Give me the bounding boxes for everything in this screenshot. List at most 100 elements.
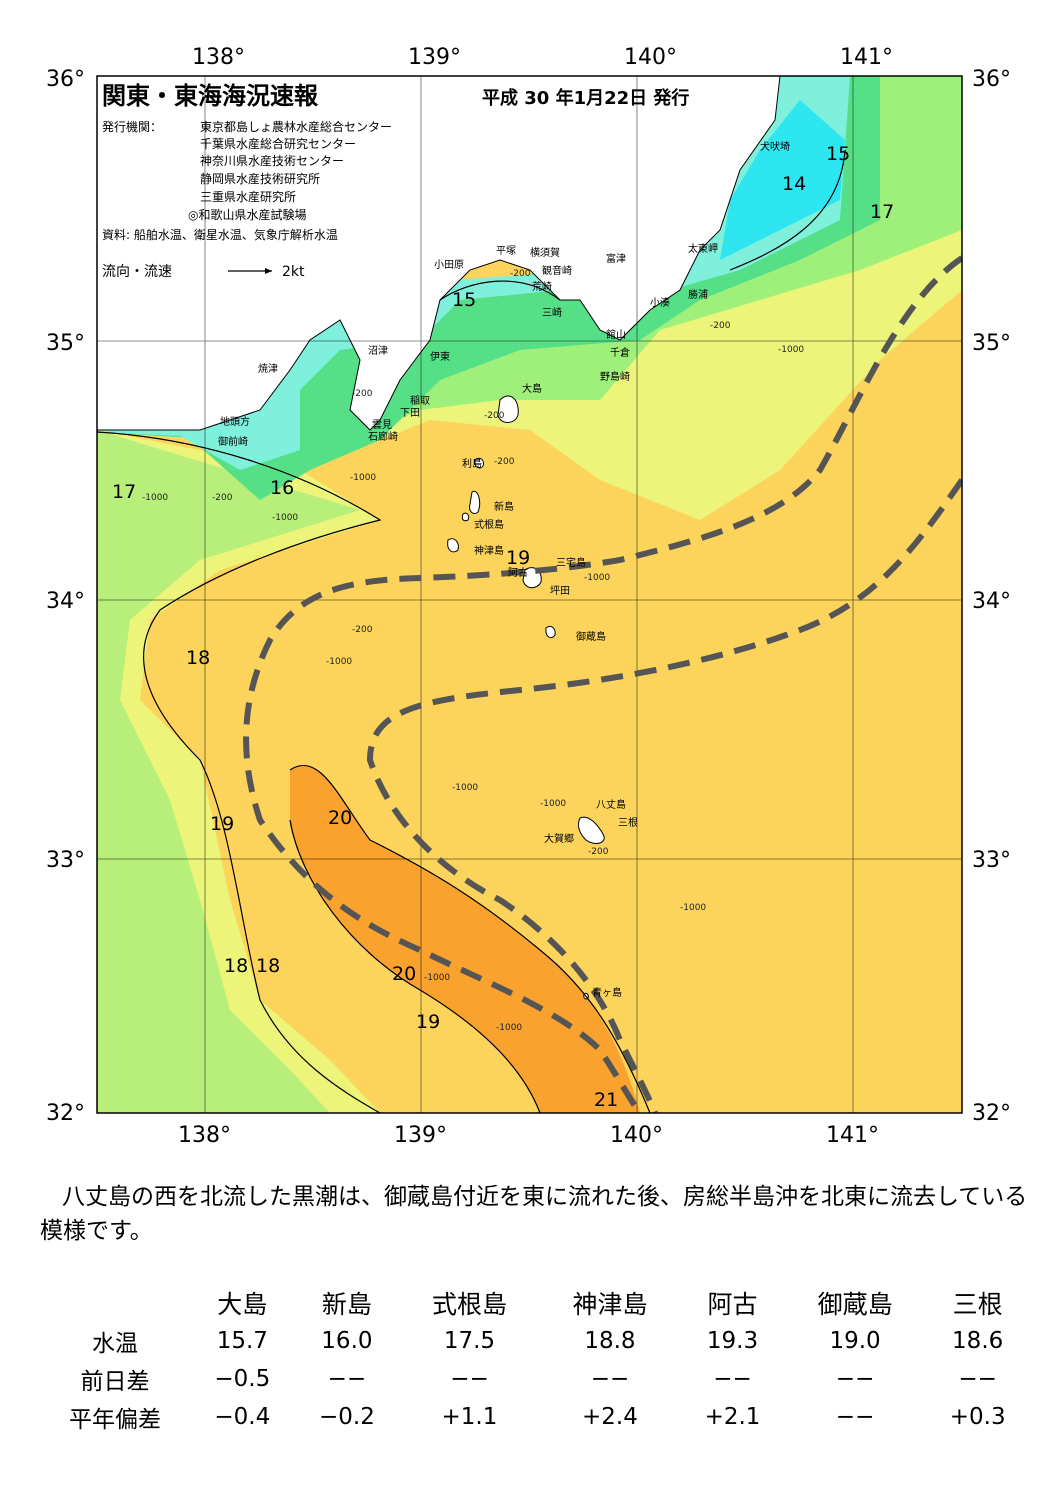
depth-label: -200 <box>510 269 531 279</box>
lat-label: 36° <box>46 67 85 92</box>
isotherm-label: 19 <box>506 547 530 569</box>
row-label: 前日差 <box>80 1369 150 1395</box>
place-label: 観音崎 <box>542 264 572 277</box>
depth-label: -1000 <box>452 783 478 793</box>
current-scale-arrow <box>228 268 272 274</box>
place-label: 稲取 <box>410 395 430 407</box>
depth-label: -1000 <box>272 513 298 523</box>
isotherm-label: 17 <box>112 481 136 503</box>
place-label: 犬吠埼 <box>760 140 790 153</box>
depth-label: -1000 <box>540 799 566 809</box>
table-cell: −0.4 <box>214 1404 271 1430</box>
row-label: 平年偏差 <box>69 1407 161 1433</box>
place-label: 大賀郷 <box>544 832 574 845</box>
table-cell: −− <box>590 1366 630 1392</box>
table-cell: 17.5 <box>443 1328 496 1354</box>
isotherms <box>97 149 846 1113</box>
table-cell: −− <box>450 1366 489 1392</box>
table-cell: 15.7 <box>216 1328 268 1354</box>
publisher: 静岡県水産技術研究所 <box>200 171 320 186</box>
map-title: 関東・東海海況速報 <box>102 82 319 110</box>
map-frame <box>96 75 963 1114</box>
place-label: 横須賀 <box>530 246 560 259</box>
commentary-text: 八丈島の西を北流した黒潮は、御蔵島付近を東に流れた後、房総半島沖を北東に流去して… <box>40 1184 1028 1244</box>
column-header: 三根 <box>952 1290 1003 1319</box>
place-label: 新島 <box>494 500 514 513</box>
isotherm-label: 19 <box>210 813 234 835</box>
isotherm-label: 17 <box>870 201 894 223</box>
depth-label: -1000 <box>142 493 168 503</box>
data-sources: 資料: 船舶水温、衛星水温、気象庁解析水温 <box>102 227 338 242</box>
place-label: 大島 <box>522 382 542 395</box>
current-legend-label: 流向・流速 <box>102 264 172 280</box>
table-cell: −0.5 <box>214 1366 271 1392</box>
table-cell: 16.0 <box>321 1328 373 1354</box>
latitude-labels-right: 36° 35° 34° 33° 32° <box>972 67 1011 1126</box>
place-label: 小田原 <box>434 259 464 271</box>
isotherm-label: 16 <box>270 477 294 499</box>
table-cell: −− <box>835 1404 875 1430</box>
lon-label: 139° <box>408 45 461 70</box>
land <box>96 75 781 1000</box>
mikurajima-island <box>545 625 556 639</box>
row-label: 水温 <box>92 1331 138 1357</box>
oshima-island <box>497 395 519 423</box>
shikinejima-island <box>461 512 470 522</box>
isotherm-label: 14 <box>782 173 806 195</box>
place-label: 勝浦 <box>688 288 708 301</box>
depth-label: -200 <box>484 411 505 421</box>
lon-label: 138° <box>178 1123 231 1148</box>
place-label: 地頭方 <box>220 415 250 428</box>
isotherm-label: 15 <box>826 143 850 165</box>
longitude-labels-top: 138° 139° 140° 141° <box>192 45 893 70</box>
table-corner <box>40 1284 190 1322</box>
table-cell: +2.4 <box>582 1404 638 1430</box>
table-cell: −− <box>713 1366 752 1392</box>
publisher: ◎和歌山県水産試験場 <box>188 207 306 222</box>
depth-label: -1000 <box>326 657 352 667</box>
latitude-labels-left: 36° 35° 34° 33° 32° <box>46 67 85 1126</box>
graticule <box>97 76 962 1113</box>
depth-label: -200 <box>494 457 515 467</box>
issue-date: 平成 30 年1月22日 発行 <box>482 87 689 109</box>
place-label: 青ヶ島 <box>592 986 622 999</box>
isotherm-label: 20 <box>392 963 416 985</box>
column-header: 式根島 <box>431 1290 507 1319</box>
isotherm-label: 19 <box>416 1011 440 1033</box>
place-label: 八丈島 <box>596 798 626 811</box>
table-header-row: 大島 新島 式根島 神津島 阿古 御蔵島 三根 <box>40 1284 1030 1322</box>
depth-label: -1000 <box>680 903 706 913</box>
place-label: 館山 <box>606 328 626 341</box>
depth-label: -200 <box>352 625 373 635</box>
place-label: 神津島 <box>474 544 504 557</box>
table-cell: 19.3 <box>706 1328 759 1354</box>
lat-label: 35° <box>46 331 85 356</box>
place-label: 石廊崎 <box>368 430 398 443</box>
place-label: 三根 <box>618 816 638 829</box>
place-names: 犬吠埼 太東岬 勝浦 小湊 富津 館山 千倉 野島崎 横須賀 観音崎 荒崎 三崎… <box>218 140 790 999</box>
table-cell: −− <box>835 1366 875 1392</box>
lat-label: 34° <box>46 589 85 614</box>
column-header: 大島 <box>217 1290 268 1319</box>
place-label: 伊東 <box>430 350 450 363</box>
depth-label: -200 <box>710 321 731 331</box>
depth-label: -1000 <box>584 573 610 583</box>
table-cell: +0.3 <box>949 1404 1006 1430</box>
place-label: 平塚 <box>496 245 516 257</box>
publisher-list: 東京都島しょ農林水産総合センター 千葉県水産総合研究センター 神奈川県水産技術セ… <box>188 119 392 222</box>
isotherm-label: 18 <box>224 955 248 977</box>
place-label: 坪田 <box>550 584 570 597</box>
table-cell: −0.2 <box>318 1404 375 1430</box>
lon-label: 138° <box>192 45 245 70</box>
place-label: 三宅島 <box>556 556 586 569</box>
lat-label: 32° <box>46 1101 85 1126</box>
lat-label: 36° <box>972 67 1011 92</box>
table-row: 平年偏差 −0.4 −0.2 +1.1 +2.4 +2.1 −− +0.3 <box>40 1398 1030 1436</box>
isotherm-label: 18 <box>186 647 210 669</box>
sea-surface-temperature-map: 138° 139° 140° 141° 138° 139° 140° 141° … <box>46 45 1011 1148</box>
lon-label: 141° <box>826 1123 879 1148</box>
sst-table: 大島 新島 式根島 神津島 阿古 御蔵島 三根 水温 15.7 16.0 17.… <box>40 1284 1030 1436</box>
place-label: 利島 <box>462 457 482 470</box>
table-cell: 18.6 <box>952 1328 1004 1354</box>
publisher: 東京都島しょ農林水産総合センター <box>200 119 392 134</box>
